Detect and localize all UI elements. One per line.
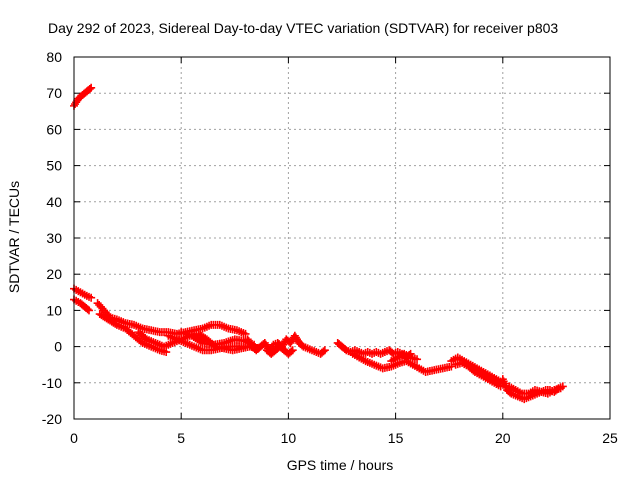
series-segment [387,349,422,366]
x-tick-label: 15 [388,430,404,446]
gridlines [74,57,610,419]
data-point [83,305,92,314]
y-tick-label: 0 [54,339,62,355]
axis-ticks: 0 5 10 15 20 25 -20 -10 0 10 20 30 40 50 60 70 80 [42,49,618,446]
plot-frame [73,56,611,420]
series-segment [93,299,250,338]
series-segment [262,342,297,358]
data-point [87,293,96,302]
x-tick-label: 0 [70,430,78,446]
x-tick-label: 20 [495,430,511,446]
data-points [70,83,567,404]
y-tick-label: 80 [46,49,62,65]
series-segment [348,349,456,376]
x-tick-label: 25 [602,430,618,446]
data-point [319,347,328,356]
y-tick-label: -20 [42,411,62,427]
data-point [85,306,94,315]
data-point [87,83,96,92]
data-point [320,346,329,355]
y-axis-label: SDTVAR / TECUs [6,181,22,293]
data-point [556,384,565,393]
chart-title: Day 292 of 2023, Sidereal Day-to-day VTE… [48,20,558,36]
data-point [241,329,250,338]
series-segment [451,358,505,391]
y-tick-label: 70 [46,85,62,101]
y-tick-label: 20 [46,266,62,282]
x-tick-label: 10 [281,430,297,446]
series-segment [70,83,96,110]
series-segment [164,331,250,355]
data-point [413,355,422,364]
x-tick-label: 5 [177,430,185,446]
y-tick-label: -10 [42,375,62,391]
y-tick-label: 30 [46,230,62,246]
series-segment [505,382,565,398]
y-tick-label: 60 [46,121,62,137]
x-axis-label: GPS time / hours [287,457,394,473]
y-tick-label: 50 [46,158,62,174]
series-segment [243,331,329,358]
data-point [288,346,297,355]
y-tick-label: 10 [46,302,62,318]
data-point [85,84,94,93]
data-point [196,337,205,346]
data-point [287,347,296,356]
y-tick-label: 40 [46,194,62,210]
